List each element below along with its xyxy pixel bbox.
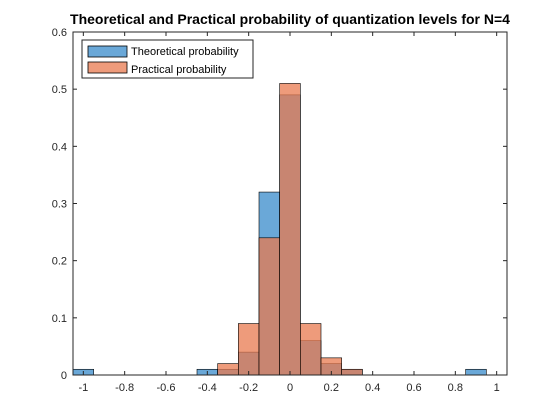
y-tick-label: 0.1	[52, 313, 67, 325]
x-tick-label: -1	[78, 382, 88, 394]
bar-series1-bin13	[341, 368, 363, 376]
y-axis: 0 0.1 0.2 0.3 0.4 0.5 0.6	[52, 27, 507, 382]
x-tick-label: 0.2	[324, 382, 339, 394]
legend: Theoretical probability Practical probab…	[81, 39, 254, 79]
y-tick-label: 0.5	[52, 84, 67, 96]
y-tick-label: 0.6	[52, 27, 67, 39]
y-tick-label: 0	[61, 370, 67, 382]
bar-series1-bin9	[258, 237, 280, 376]
bar-series1-bin8	[238, 323, 260, 376]
x-tick-label: 1	[494, 382, 500, 394]
x-axis: -1 -0.8 -0.6 -0.4 -0.2 0 0.2 0.4 0.6 0.8 1	[78, 32, 500, 394]
x-tick-label: 0	[287, 382, 293, 394]
bar-series1-bin11	[300, 323, 322, 376]
legend-label-practical: Practical probability	[131, 64, 227, 76]
y-tick-label: 0.3	[52, 199, 67, 211]
y-tick-label: 0.2	[52, 256, 67, 268]
x-tick-label: -0.6	[157, 382, 176, 394]
legend-label-theoretical: Theoretical probability	[131, 46, 239, 58]
bar-series1-bin7	[217, 363, 239, 376]
x-tick-label: 0.6	[406, 382, 421, 394]
x-tick-label: -0.8	[115, 382, 134, 394]
x-tick-label: 0.8	[448, 382, 463, 394]
bar-series0-bin19	[465, 368, 487, 376]
x-tick-label: -0.2	[239, 382, 258, 394]
chart-title: Theoretical and Practical probability of…	[70, 11, 510, 27]
legend-swatch-practical	[87, 61, 128, 74]
bar-series1-bin10	[279, 83, 301, 376]
y-tick-label: 0.4	[52, 141, 67, 153]
bar-layer	[72, 83, 487, 376]
x-tick-label: 0.4	[365, 382, 380, 394]
legend-swatch-theoretical	[87, 45, 128, 58]
x-tick-label: -0.4	[198, 382, 217, 394]
